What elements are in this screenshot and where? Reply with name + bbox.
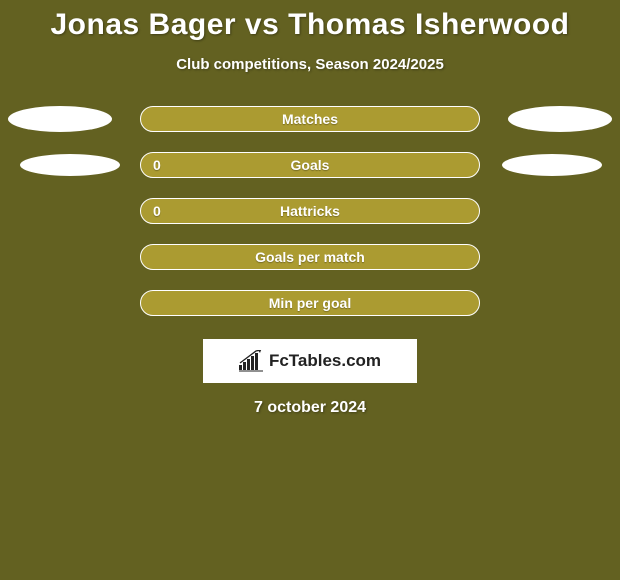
stat-bar-min-per-goal: Min per goal (140, 290, 480, 316)
content: Jonas Bager vs Thomas Isherwood Club com… (0, 0, 620, 580)
bar-chart-icon (239, 350, 263, 372)
stat-bar-matches: Matches (140, 106, 480, 132)
brand-text: FcTables.com (269, 351, 381, 371)
stat-row: Min per goal (0, 289, 620, 317)
stat-row: 0 Hattricks (0, 197, 620, 225)
left-ellipse (8, 106, 112, 132)
stats-rows: Matches 0 Goals 0 Hattricks Goals (0, 105, 620, 317)
stat-row: 0 Goals (0, 151, 620, 179)
stat-label: Goals per match (255, 249, 365, 265)
date-label: 7 october 2024 (254, 399, 366, 417)
stat-left-value: 0 (153, 203, 161, 219)
stat-label: Min per goal (269, 295, 351, 311)
stat-bar-hattricks: 0 Hattricks (140, 198, 480, 224)
right-ellipse (508, 106, 612, 132)
subtitle: Club competitions, Season 2024/2025 (176, 56, 444, 73)
left-ellipse (20, 154, 120, 176)
stat-row: Matches (0, 105, 620, 133)
stat-label: Goals (291, 157, 330, 173)
stat-label: Matches (282, 111, 338, 127)
stat-label: Hattricks (280, 203, 340, 219)
stat-row: Goals per match (0, 243, 620, 271)
brand-box: FcTables.com (203, 339, 417, 383)
stat-left-value: 0 (153, 157, 161, 173)
right-ellipse (502, 154, 602, 176)
stat-bar-goals: 0 Goals (140, 152, 480, 178)
stat-bar-goals-per-match: Goals per match (140, 244, 480, 270)
page-title: Jonas Bager vs Thomas Isherwood (51, 8, 570, 42)
